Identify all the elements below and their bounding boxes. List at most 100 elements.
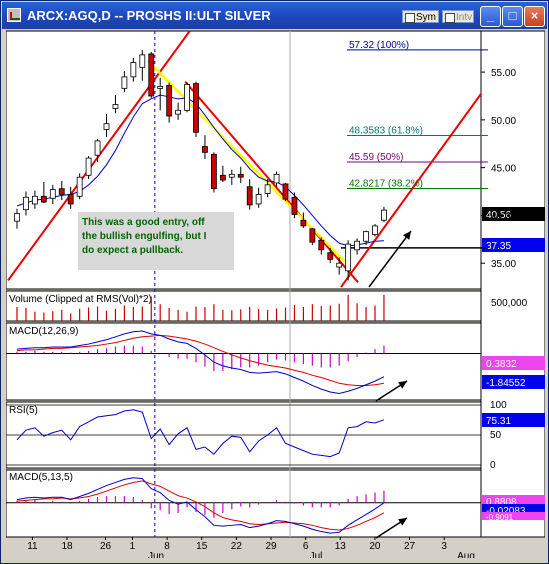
fib-level-label: 45.59 (50%) (349, 152, 403, 163)
price-arrow (368, 230, 412, 288)
candle-body (166, 85, 173, 117)
candle-body (175, 109, 182, 115)
macd2-hist-box (482, 512, 545, 520)
macd-panel-label: MACD(12,26,9) (9, 326, 78, 337)
last-price-box (482, 207, 545, 221)
x-tick-label: 18 (61, 541, 73, 552)
candle-body (291, 196, 298, 215)
macd2-panel-bg (6, 469, 482, 538)
price-y-tick-label: 35.00 (491, 259, 516, 270)
macd-signal-label: 0.3832 (486, 359, 517, 370)
sym-label: Sym (416, 12, 436, 23)
candle-body (121, 76, 128, 89)
volume-panel-label: Volume (Clipped at RMS(Vol)*2) (9, 294, 152, 305)
candle-body (58, 188, 65, 195)
candle-body (345, 243, 352, 272)
macd2-line-label: -0.02083 (486, 506, 526, 517)
candle-body (246, 186, 253, 206)
candle-body (309, 228, 316, 243)
candle-body (31, 195, 38, 205)
candle-body (23, 196, 29, 211)
fib-level-label: 48.3583 (61.8%) (349, 126, 423, 137)
fit-trend-line (146, 59, 346, 263)
rsi-panel-label: RSI(5) (9, 405, 38, 416)
macd-line-label: -1.84552 (486, 378, 526, 389)
macd2-signal-line (16, 480, 385, 531)
volume-y-tick: 500,000 (491, 298, 528, 309)
x-tick-label: 3 (441, 541, 447, 552)
candle-body (282, 183, 289, 200)
minimize-button[interactable]: _ (480, 6, 501, 27)
candle-body (94, 140, 101, 156)
candle-body (148, 53, 155, 97)
x-tick-label: 22 (231, 541, 243, 552)
x-tick-label: 29 (265, 541, 277, 552)
price-y-tick-label: 40.00 (491, 211, 516, 222)
x-month-label: Aug (457, 551, 475, 558)
close-button[interactable]: × (524, 6, 545, 27)
x-tick-label: 1 (130, 541, 136, 552)
candle-body (255, 193, 262, 205)
window-title: ARCX:AGQ,D -- PROSHS II:ULT SILVER (27, 8, 271, 23)
ma-value-label: 37.35 (486, 241, 511, 252)
x-tick-label: 11 (27, 541, 38, 552)
sym-link-toggle[interactable]: Sym (402, 10, 439, 23)
trend-line (184, 80, 359, 283)
x-tick-label: 27 (404, 541, 416, 552)
last-price-label: 40.56 (486, 210, 511, 221)
rsi-tick-0: 0 (490, 460, 496, 471)
right-axis-bg (480, 30, 545, 538)
macd2-signal-label: 0.8808 (486, 497, 517, 508)
candle-body (318, 239, 325, 251)
annotation-line-1: This was a good entry, off (82, 217, 205, 228)
macd2-arrow-head (398, 518, 407, 526)
candle-body (300, 219, 307, 227)
rsi-value-box (482, 413, 545, 427)
candle-body (372, 225, 378, 235)
macd-signal-box (482, 356, 545, 370)
candle-body (336, 262, 343, 268)
trend-line (340, 92, 481, 288)
fib-level-label: 42.8217 (38.2%) (349, 178, 423, 189)
candle-body (237, 173, 244, 178)
macd-arrow-head (398, 381, 407, 389)
sym-checkbox-icon (405, 13, 415, 23)
macd2-hist-label: -0.9091 (486, 513, 514, 522)
intv-checkbox-icon (445, 13, 455, 23)
x-month-label: Jun (148, 551, 164, 558)
title-bar[interactable]: ARCX:AGQ,D -- PROSHS II:ULT SILVER Sym I… (2, 2, 547, 29)
rsi-value-label: 75.31 (486, 416, 511, 427)
candle-body (157, 86, 164, 89)
macd2-macd-line (16, 477, 385, 534)
chart-app-icon (7, 8, 21, 22)
price-arrow-head (403, 231, 411, 240)
macd-signal-line (16, 334, 385, 386)
candle-body (202, 146, 208, 153)
candle-body (210, 153, 217, 190)
annotation-line-3: do expect a pullback. (82, 245, 183, 256)
fib-level-label: 57.32 (100%) (349, 40, 409, 51)
candle-body (273, 173, 280, 184)
maximize-button[interactable]: □ (502, 6, 523, 27)
candle-body (85, 157, 92, 176)
macd2-panel-label: MACD(5,13,5) (9, 472, 73, 483)
annotation-line-2: the bullish engulfing, but I (82, 231, 207, 242)
x-tick-label: 26 (100, 541, 112, 552)
price-y-tick-label: 55.00 (491, 68, 516, 79)
rsi-line (16, 409, 385, 458)
candle-body (184, 84, 190, 111)
rsi-tick-100: 100 (490, 400, 507, 411)
candle-body (193, 83, 199, 133)
candle-body (130, 62, 137, 78)
intv-link-toggle[interactable]: Intv (442, 10, 474, 23)
candle-body (219, 174, 226, 181)
candle-body (381, 209, 387, 221)
x-tick-label: 15 (196, 541, 208, 552)
price-y-tick-label: 50.00 (491, 116, 516, 127)
intv-label: Intv (456, 12, 473, 23)
x-tick-label: 13 (335, 541, 347, 552)
rsi-tick-50: 50 (490, 430, 502, 441)
candle-body (363, 231, 369, 242)
candle-body (139, 54, 146, 68)
ma-value-box (482, 238, 545, 252)
